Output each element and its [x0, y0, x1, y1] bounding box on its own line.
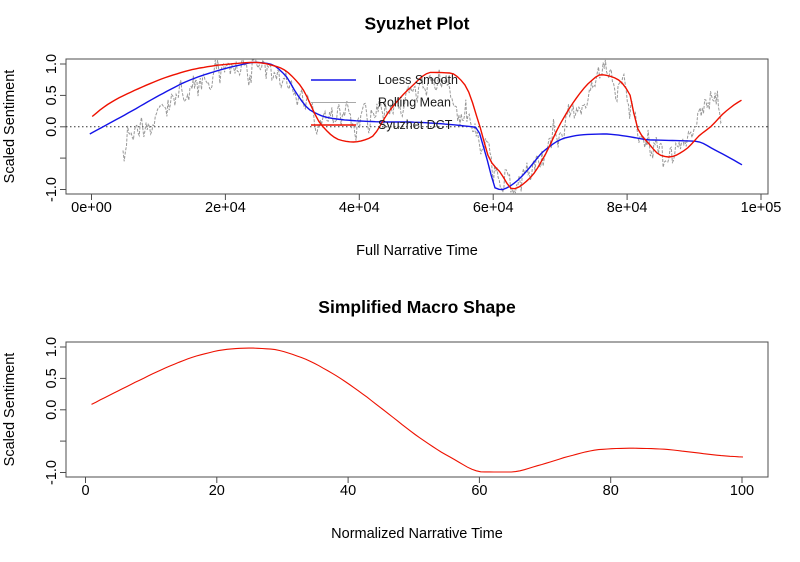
- svg-text:0.5: 0.5: [44, 85, 60, 105]
- svg-text:Full Narrative Time: Full Narrative Time: [356, 243, 478, 259]
- svg-text:0.0: 0.0: [44, 400, 60, 420]
- svg-text:80: 80: [603, 483, 619, 499]
- svg-text:4e+04: 4e+04: [339, 200, 380, 216]
- svg-text:1.0: 1.0: [44, 54, 60, 74]
- svg-text:Syuzhet DCT: Syuzhet DCT: [378, 118, 453, 132]
- svg-text:Scaled Sentiment: Scaled Sentiment: [2, 70, 18, 184]
- svg-text:-1.0: -1.0: [44, 460, 60, 485]
- svg-text:Normalized Narrative Time: Normalized Narrative Time: [331, 526, 503, 542]
- svg-text:Syuzhet Plot: Syuzhet Plot: [364, 14, 469, 34]
- svg-text:Loess Smooth: Loess Smooth: [378, 73, 458, 87]
- svg-text:Rolling Mean: Rolling Mean: [378, 96, 451, 110]
- svg-text:1e+05: 1e+05: [741, 200, 782, 216]
- svg-text:6e+04: 6e+04: [473, 200, 514, 216]
- svg-text:60: 60: [471, 483, 487, 499]
- svg-text:0: 0: [81, 483, 89, 499]
- svg-text:1.0: 1.0: [44, 337, 60, 357]
- svg-text:40: 40: [340, 483, 356, 499]
- svg-text:0.5: 0.5: [44, 368, 60, 388]
- svg-text:-1.0: -1.0: [44, 177, 60, 202]
- svg-text:100: 100: [730, 483, 754, 499]
- svg-text:2e+04: 2e+04: [205, 200, 246, 216]
- svg-text:20: 20: [209, 483, 225, 499]
- svg-text:8e+04: 8e+04: [607, 200, 648, 216]
- svg-text:0.0: 0.0: [44, 117, 60, 137]
- svg-text:Scaled Sentiment: Scaled Sentiment: [2, 353, 18, 467]
- svg-text:Simplified Macro Shape: Simplified Macro Shape: [318, 297, 516, 317]
- svg-text:0e+00: 0e+00: [71, 200, 112, 216]
